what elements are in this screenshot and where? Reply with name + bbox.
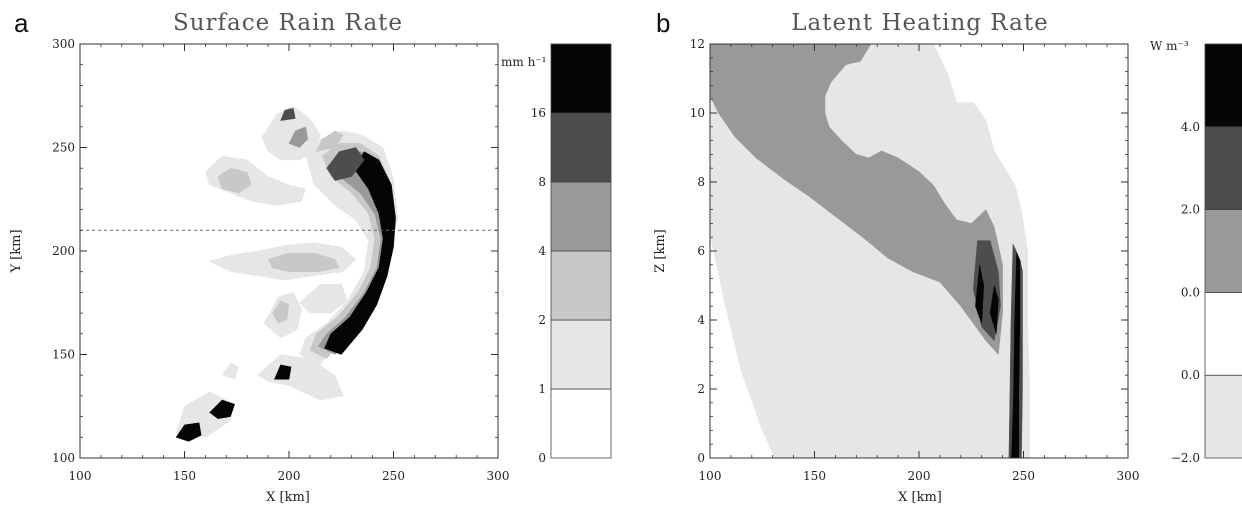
x-tick-label: 250	[382, 469, 405, 483]
panel-b: b Latent Heating Rate 100 150 200 250 300 0 2 4…	[653, 8, 1242, 505]
x-tick-label: 200	[908, 469, 931, 483]
colorbar-segment	[550, 181, 612, 252]
latent-heating-axis-ticks: 100 150 200 250 300 0 2 4 6 8 10 12	[690, 37, 1140, 483]
colorbar-segment	[550, 388, 612, 459]
x-tick-label: 300	[1117, 469, 1140, 483]
y-tick-label: 100	[52, 451, 75, 465]
latent-heating-y-axis-label: Z [km]	[653, 229, 668, 273]
x-tick-label: 250	[1012, 469, 1035, 483]
contour-region	[975, 264, 985, 324]
y-tick-label: 12	[690, 37, 705, 51]
latent-heating-plot-area	[709, 43, 1031, 459]
rain-rate-colorbar-unit: mm h⁻¹	[501, 55, 546, 69]
colorbar-segment	[550, 112, 612, 183]
y-tick-label: 150	[52, 348, 75, 362]
contour-region	[209, 399, 235, 419]
contour-region	[1019, 261, 1023, 459]
colorbar-tick-label: 0.0	[1181, 285, 1200, 299]
panel-a-title: Surface Rain Rate	[173, 10, 403, 36]
contour-region	[326, 147, 365, 181]
latent-heating-colorbar-unit: W m⁻³	[1150, 39, 1189, 53]
x-tick-label: 300	[487, 469, 510, 483]
colorbar-tick-label: 4	[538, 244, 546, 258]
y-tick-label: 300	[52, 37, 75, 51]
contour-region	[315, 130, 344, 152]
colorbar-segment	[1204, 374, 1242, 459]
colorbar-segment	[550, 250, 612, 321]
colorbar-tick-label: 0	[538, 451, 546, 465]
colorbar-tick-label: 4.0	[1181, 120, 1200, 134]
y-tick-label: 200	[52, 244, 75, 258]
rain-rate-y-axis-label: Y [km]	[9, 229, 24, 273]
y-tick-label: 10	[690, 106, 705, 120]
y-tick-label: 0	[697, 451, 705, 465]
colorbar-tick-label: 16	[531, 106, 546, 120]
contour-region	[257, 354, 344, 401]
rain-rate-axis-ticks: 100 150 200 250 300 100 150 200 250 300	[52, 37, 509, 483]
contour-region	[274, 364, 292, 380]
contour-region	[1008, 243, 1017, 459]
contour-region	[221, 362, 240, 380]
colorbar-tick-label: 2	[538, 313, 546, 327]
x-tick-label: 150	[173, 469, 196, 483]
contour-region	[267, 252, 340, 272]
colorbar-segment	[550, 43, 612, 114]
contour-region	[288, 126, 309, 148]
x-tick-label: 200	[278, 469, 301, 483]
rain-rate-x-axis-label: X [km]	[266, 490, 310, 505]
y-tick-label: 4	[697, 313, 705, 327]
contour-region	[299, 283, 348, 314]
y-tick-label: 2	[697, 382, 705, 396]
x-tick-label: 100	[699, 469, 722, 483]
contour-region	[175, 422, 202, 442]
colorbar-segment	[1204, 126, 1242, 211]
colorbar-tick-label: 1	[538, 382, 546, 396]
colorbar-segment	[1204, 209, 1242, 293]
contour-region	[280, 107, 296, 121]
colorbar-segment	[1204, 291, 1242, 376]
colorbar-segment	[1204, 43, 1242, 128]
colorbar-tick-label: 0.0	[1181, 368, 1200, 382]
contour-region	[272, 300, 290, 324]
panel-letter-b: b	[656, 8, 670, 38]
y-tick-label: 250	[52, 141, 75, 155]
latent-heating-x-axis-label: X [km]	[898, 490, 942, 505]
colorbar-tick-label: −2.0	[1171, 451, 1200, 465]
panel-a: a Surface Rain Rate 100 150 200 250 300 100 15…	[9, 8, 612, 505]
x-tick-label: 100	[69, 469, 92, 483]
y-tick-label: 8	[697, 175, 705, 189]
contour-region	[709, 43, 1003, 355]
contour-region	[217, 167, 252, 194]
panel-b-title: Latent Heating Rate	[791, 10, 1048, 36]
x-tick-label: 150	[803, 469, 826, 483]
latent-heating-colorbar: −2.0 0.0 0.0 2.0 4.0	[1171, 43, 1242, 465]
panel-letter-a: a	[14, 8, 29, 38]
y-tick-label: 6	[697, 244, 705, 258]
rain-rate-colorbar: 0 1 2 4 8 16	[531, 43, 612, 465]
rain-rate-plot-area	[80, 105, 498, 442]
colorbar-tick-label: 8	[538, 175, 546, 189]
colorbar-tick-label: 2.0	[1181, 203, 1200, 217]
colorbar-segment	[550, 319, 612, 390]
contour-region	[989, 285, 999, 335]
